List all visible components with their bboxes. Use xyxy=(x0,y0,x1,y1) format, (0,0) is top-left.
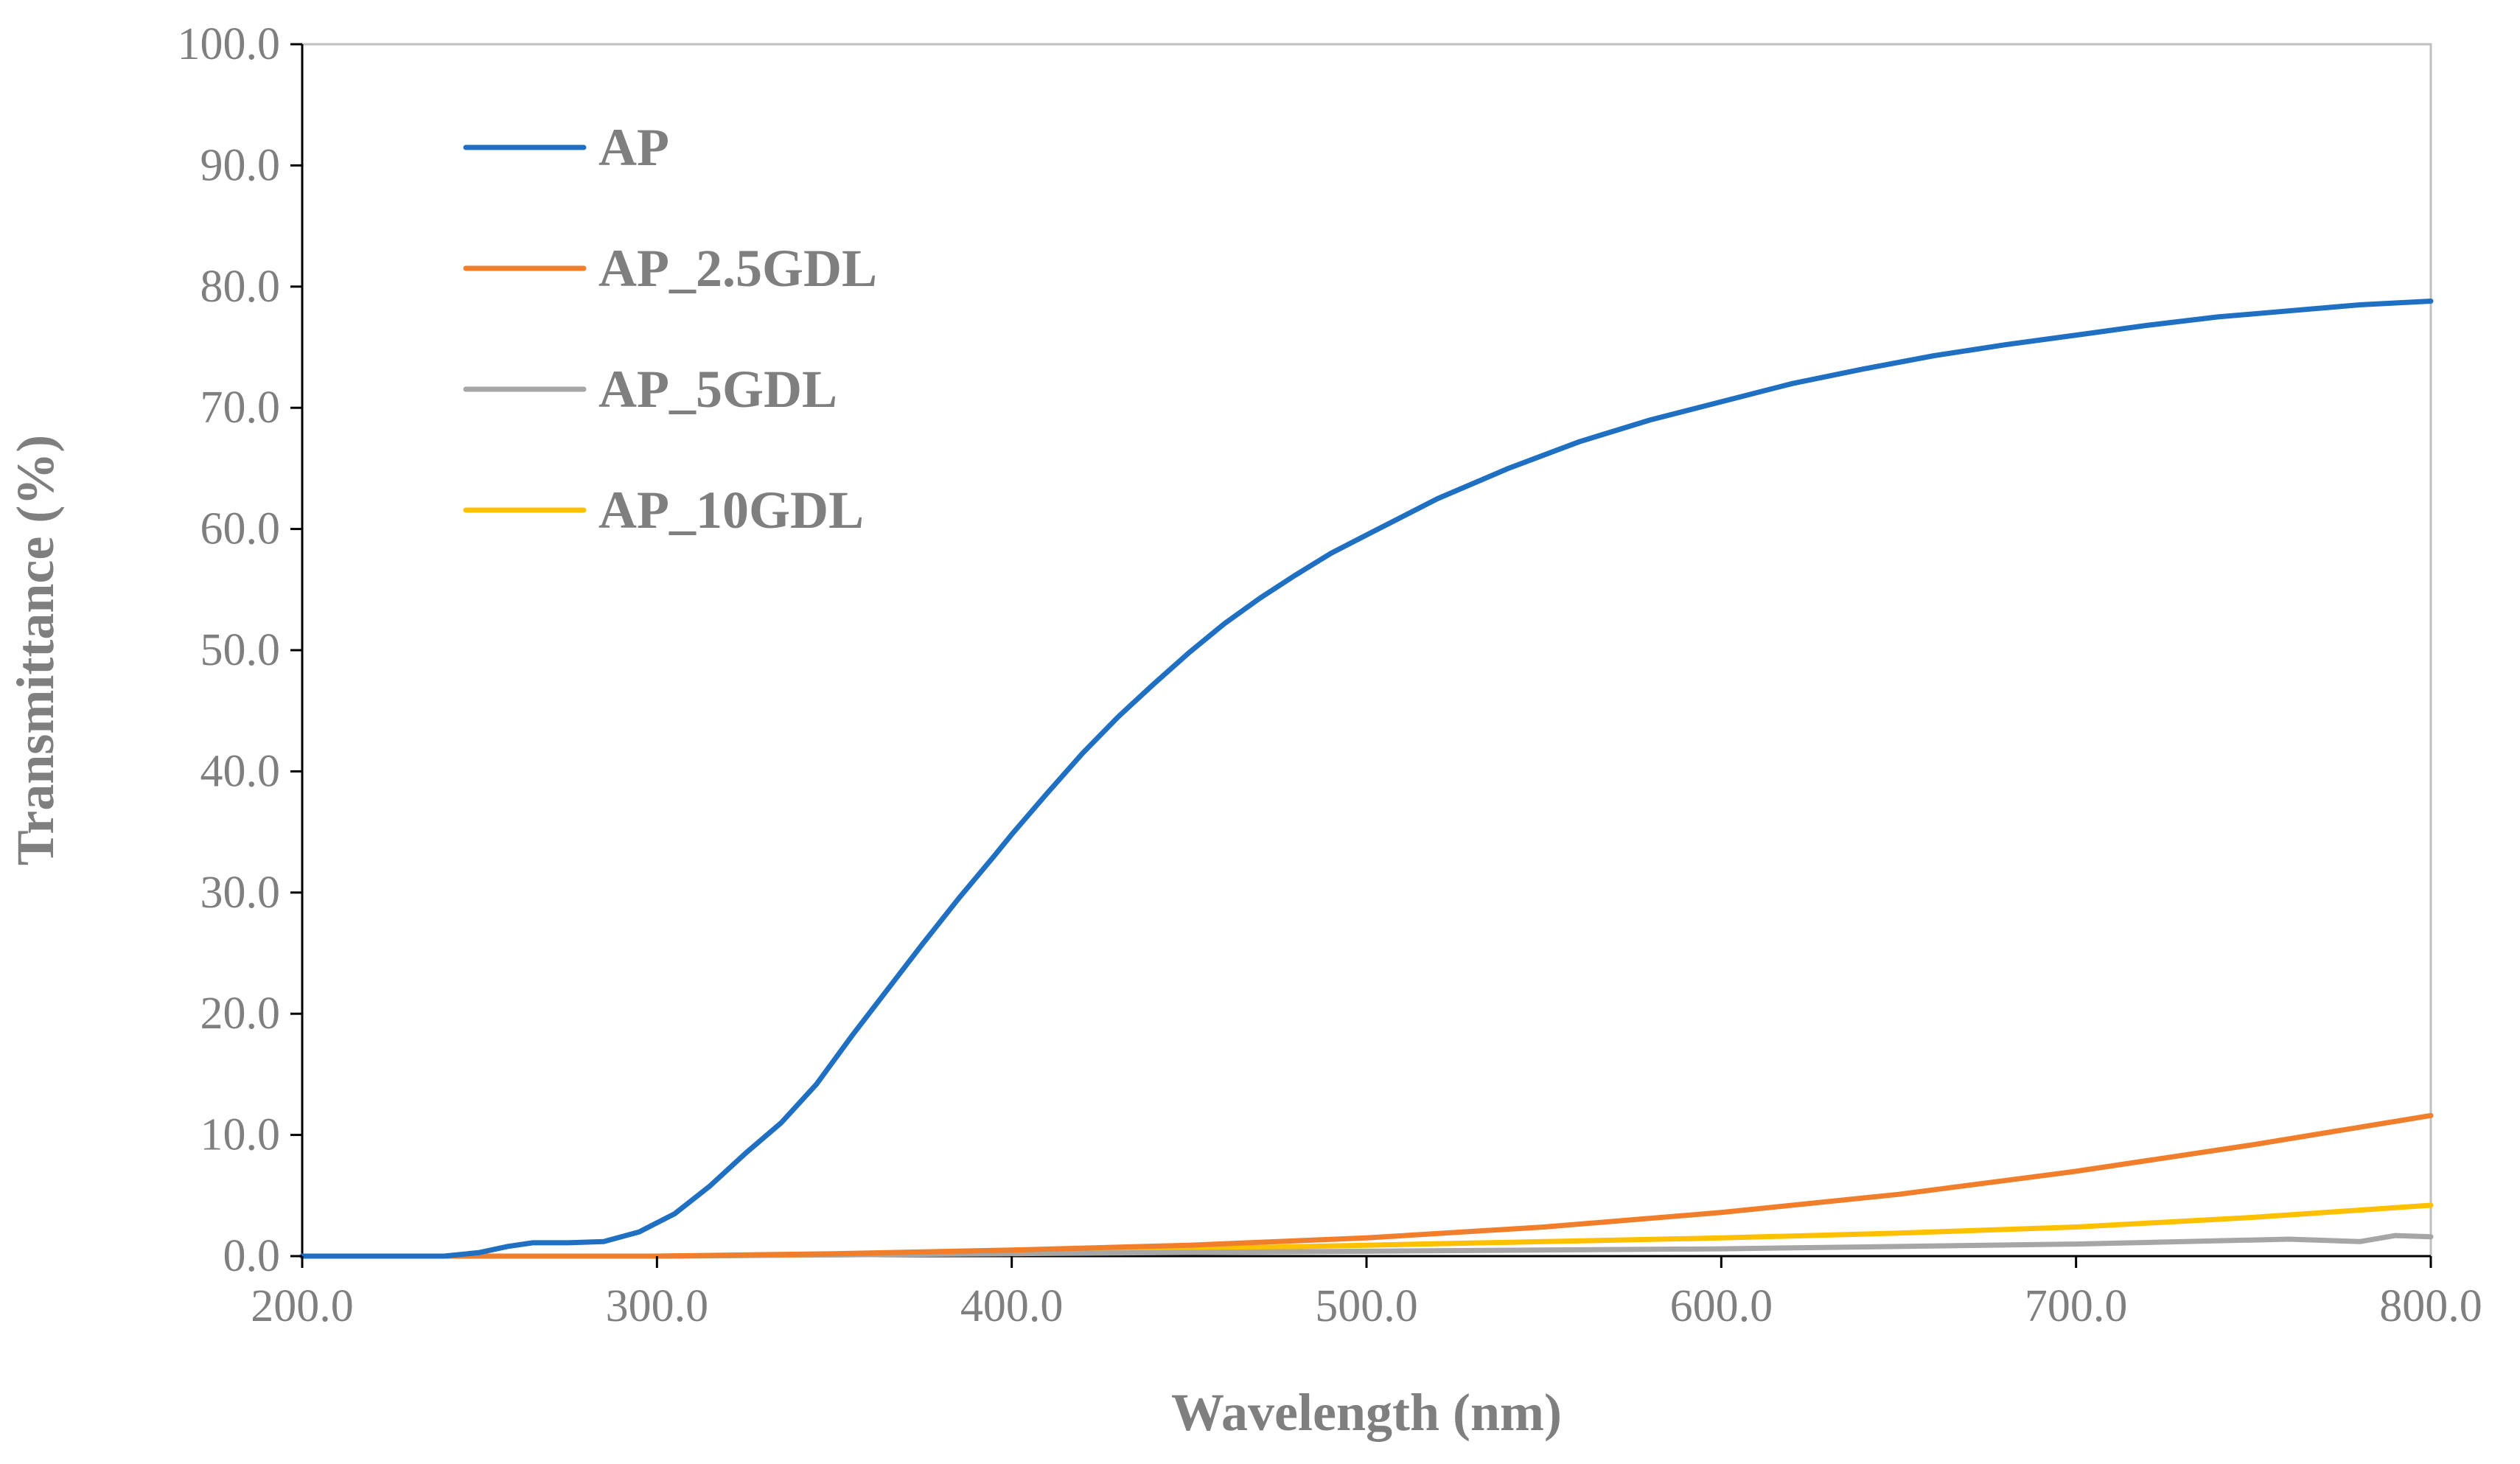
y-tick-label: 100.0 xyxy=(178,19,281,69)
y-tick-label: 90.0 xyxy=(200,140,281,190)
legend-label-ap-10gdl: AP_10GDL xyxy=(598,481,864,540)
series-line-ap-2-5gdl xyxy=(299,1112,2434,1259)
y-tick-label: 60.0 xyxy=(200,504,281,554)
x-tick-label: 700.0 xyxy=(2025,1281,2128,1331)
y-tick-label: 0.0 xyxy=(223,1231,281,1281)
y-tick-label: 40.0 xyxy=(200,746,281,796)
y-tick-label: 70.0 xyxy=(200,383,281,433)
y-axis-title: Transmittance (%) xyxy=(6,435,65,866)
x-tick-label: 600.0 xyxy=(1670,1281,1773,1331)
x-axis-title: Wavelength (nm) xyxy=(1171,1383,1562,1442)
y-tick-label: 80.0 xyxy=(200,262,281,312)
legend: AP AP_2.5GDL AP_5GDL AP_10GDL xyxy=(463,118,877,540)
legend-label-ap: AP xyxy=(598,118,669,177)
x-tick-label: 500.0 xyxy=(1315,1281,1418,1331)
series-layer xyxy=(299,299,2434,1259)
y-tick-label: 30.0 xyxy=(200,868,281,918)
legend-label-ap-2-5gdl: AP_2.5GDL xyxy=(598,239,877,298)
y-tick-label: 10.0 xyxy=(200,1110,281,1160)
x-tick-label: 300.0 xyxy=(606,1281,709,1331)
x-tick-label: 200.0 xyxy=(251,1281,354,1331)
x-tick-label: 400.0 xyxy=(960,1281,1064,1331)
legend-label-ap-5gdl: AP_5GDL xyxy=(598,360,837,419)
series-line-ap xyxy=(299,299,2434,1259)
ticks-layer: 0.0 10.0 20.0 30.0 40.0 50.0 60.0 70.0 80.0 90.0 1… xyxy=(178,19,2482,1331)
y-tick-label: 50.0 xyxy=(200,625,281,675)
x-tick-label: 800.0 xyxy=(2379,1281,2482,1331)
y-tick-label: 20.0 xyxy=(200,989,281,1039)
